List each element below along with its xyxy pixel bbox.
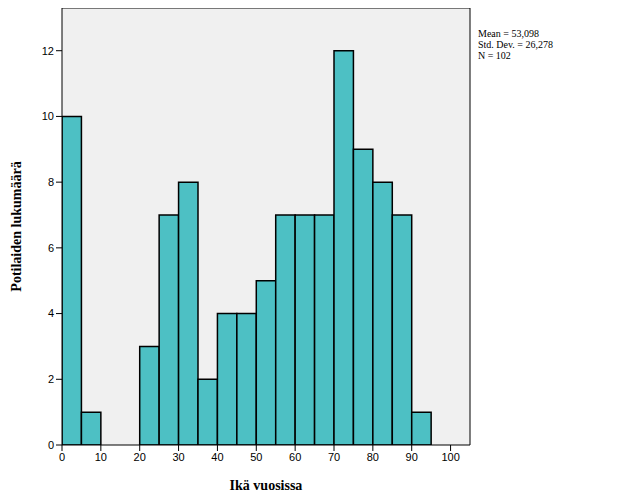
svg-text:4: 4 — [48, 307, 54, 319]
svg-text:0: 0 — [48, 439, 54, 451]
svg-text:100: 100 — [441, 451, 459, 463]
svg-text:90: 90 — [406, 451, 418, 463]
svg-text:Ikä vuosissa: Ikä vuosissa — [230, 478, 303, 490]
svg-text:40: 40 — [211, 451, 223, 463]
svg-text:12: 12 — [42, 45, 54, 57]
svg-text:30: 30 — [172, 451, 184, 463]
html-text:N = 102: N = 102 — [478, 50, 511, 61]
svg-text:6: 6 — [48, 242, 54, 254]
svg-text:80: 80 — [367, 451, 379, 463]
html-text:Std. Dev. = 26,278: Std. Dev. = 26,278 — [478, 39, 553, 50]
svg-text:50: 50 — [250, 451, 262, 463]
svg-text:70: 70 — [328, 451, 340, 463]
svg-text:60: 60 — [289, 451, 301, 463]
svg-text:10: 10 — [95, 451, 107, 463]
svg-text:2: 2 — [48, 373, 54, 385]
html-text:Mean = 53,098: Mean = 53,098 — [478, 28, 539, 39]
svg-text:8: 8 — [48, 176, 54, 188]
svg-text:10: 10 — [42, 110, 54, 122]
svg-text:0: 0 — [59, 451, 65, 463]
svg-text:20: 20 — [134, 451, 146, 463]
svg-text:Potilaiden lukumäärä: Potilaiden lukumäärä — [9, 161, 24, 291]
